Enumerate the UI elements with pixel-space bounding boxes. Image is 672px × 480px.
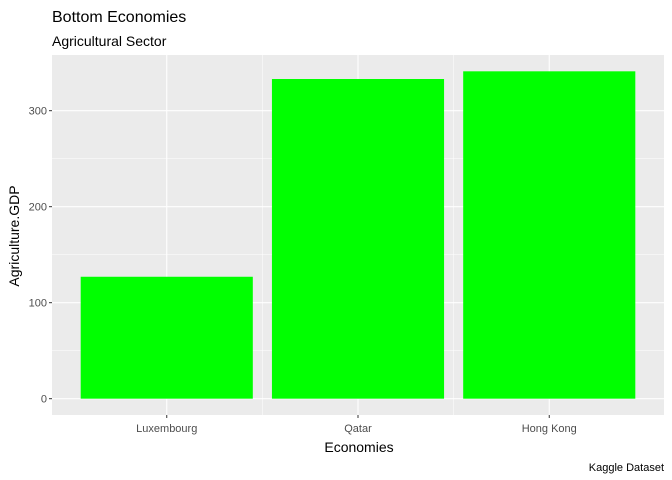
y-axis-title: Agriculture.GDP: [6, 185, 22, 286]
bar-hong-kong: [463, 71, 636, 399]
y-tick-label: 200: [29, 202, 47, 214]
bars: [80, 71, 636, 399]
y-tick-label: 0: [41, 394, 47, 406]
bar-qatar: [271, 79, 445, 399]
x-axis-title: Economies: [324, 439, 393, 455]
y-tick-label: 300: [29, 106, 47, 118]
chart-caption: Kaggle Dataset: [589, 462, 664, 474]
y-tick-label: 100: [29, 298, 47, 310]
bar-luxembourg: [80, 276, 253, 399]
x-tick-label: Hong Kong: [522, 423, 577, 435]
x-tick-label: Qatar: [344, 423, 372, 435]
chart-title: Bottom Economies: [52, 9, 186, 26]
chart-subtitle: Agricultural Sector: [52, 33, 167, 49]
x-axis: Luxembourg Qatar Hong Kong: [136, 415, 577, 435]
x-tick-label: Luxembourg: [136, 423, 197, 435]
y-axis: 0 100 200 300: [29, 106, 52, 406]
